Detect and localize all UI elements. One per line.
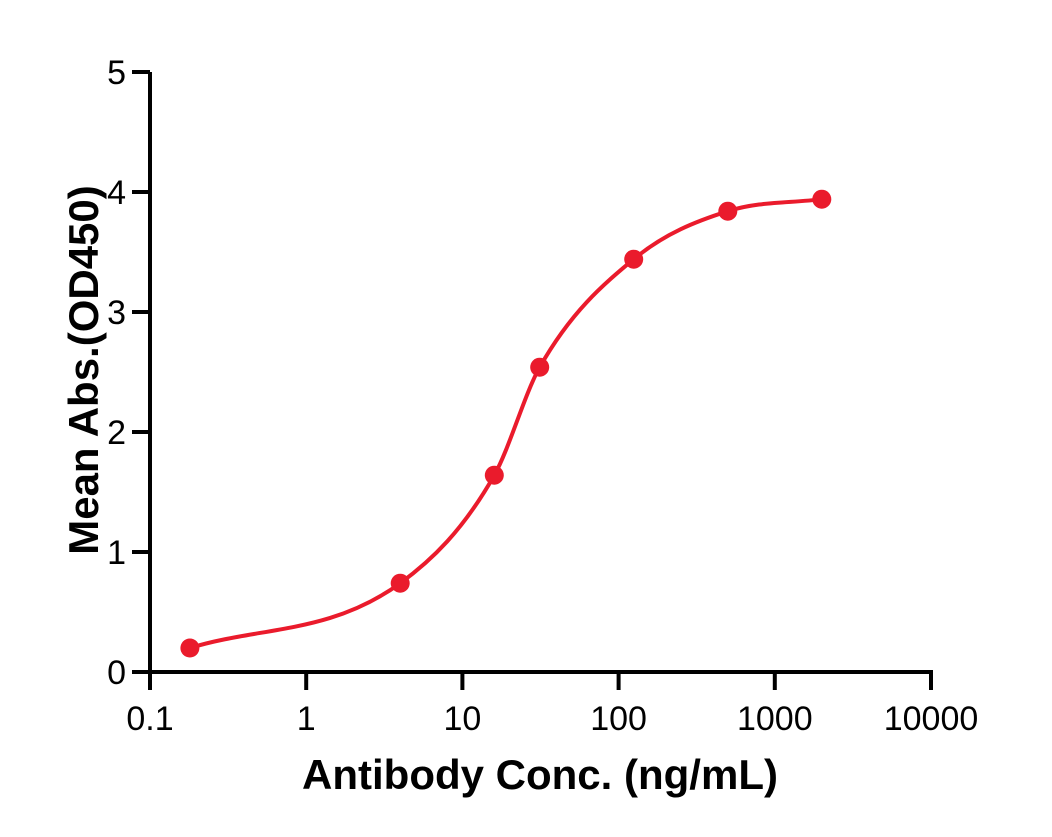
y-tick-label: 0 [107,654,126,692]
x-axis-title: Antibody Conc. (ng/mL) [302,751,778,798]
y-tick-label: 4 [107,174,126,212]
data-point [530,357,550,377]
data-point [390,573,410,593]
data-point [624,249,644,269]
x-tick-label: 1 [297,700,316,738]
y-tick-label: 3 [107,294,126,332]
y-axis-title: Mean Abs.(OD450) [59,185,107,555]
x-tick-label: 10 [443,700,481,738]
y-tick-label: 2 [107,414,126,452]
y-tick-label: 5 [107,54,126,92]
data-point [484,465,504,485]
x-tick-label: 100 [590,700,647,738]
data-point [180,638,200,658]
data-point [812,189,832,209]
x-tick-label: 0.1 [126,700,173,738]
data-point [718,201,738,221]
fit-curve [187,197,824,650]
x-tick-label: 1000 [737,700,813,738]
y-tick-label: 1 [107,534,126,572]
x-tick-label: 10000 [884,700,979,738]
